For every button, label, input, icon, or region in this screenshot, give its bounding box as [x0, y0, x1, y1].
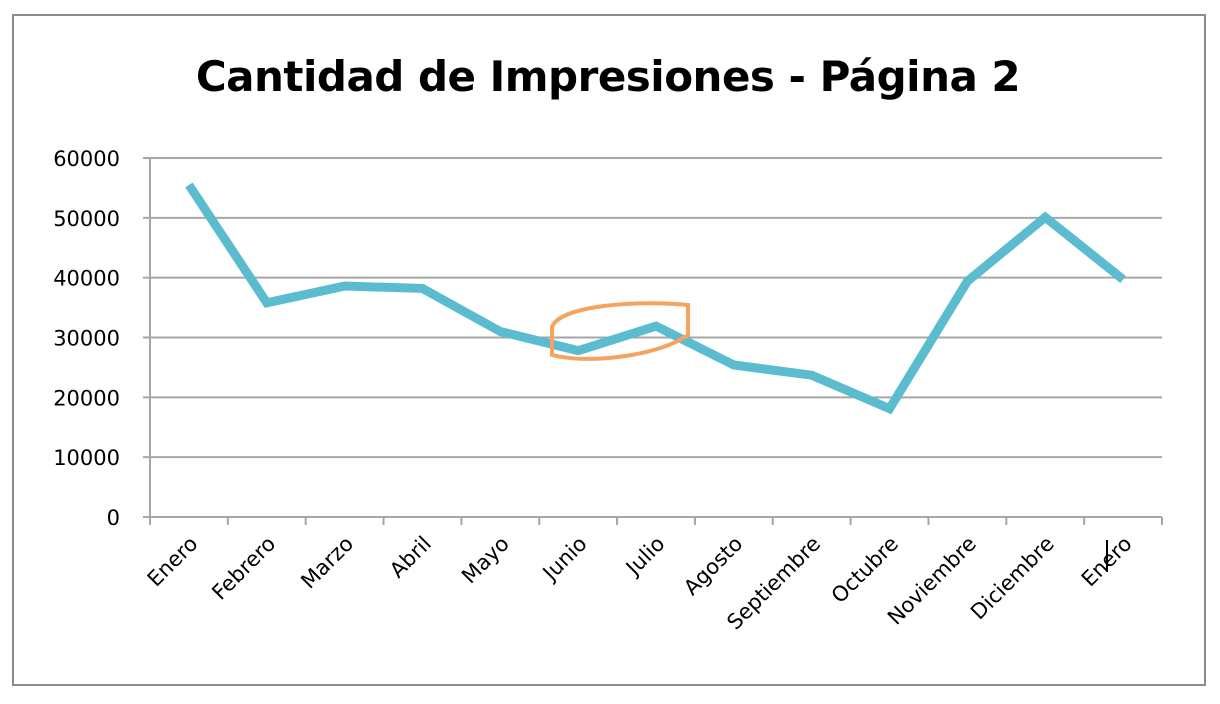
x-tick-label: Mayo	[457, 532, 514, 589]
x-tick-label: Febrero	[207, 532, 280, 605]
x-tick-label: Diciembre	[966, 532, 1059, 625]
x-tick-label: Abril	[385, 532, 436, 583]
y-tick-label: 50000	[53, 207, 120, 231]
x-tick-label: Agosto	[679, 532, 747, 600]
y-tick-label: 0	[107, 506, 120, 530]
chart-title: Cantidad de Impresiones - Página 2	[195, 52, 1021, 101]
y-tick-label: 60000	[53, 147, 120, 171]
annotation-ellipse	[550, 301, 690, 361]
x-tick-label: Octubre	[827, 532, 903, 608]
chart-frame	[12, 14, 1206, 686]
y-tick-label: 20000	[53, 386, 120, 410]
x-tick-label: Julio	[620, 532, 670, 582]
y-tick-label: 10000	[53, 446, 120, 470]
x-tick-label: Enero	[143, 532, 203, 592]
x-tick-label: Junio	[537, 532, 592, 587]
y-tick-label: 30000	[53, 327, 120, 351]
x-tick-label: Marzo	[296, 532, 358, 594]
y-tick-label: 40000	[53, 267, 120, 291]
